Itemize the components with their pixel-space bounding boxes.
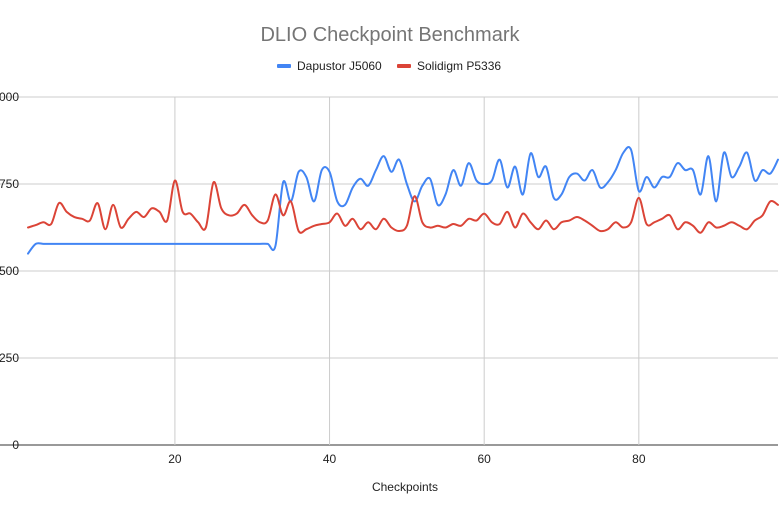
x-axis-title: Checkpoints [372,480,438,494]
x-tick-label: 80 [632,452,646,466]
legend-label: Solidigm P5336 [417,59,501,73]
y-axis-ticks: 0 250 500 750 1000 [0,90,19,452]
legend-label: Dapustor J5060 [297,59,382,73]
x-tick-label: 60 [478,452,492,466]
series-line-1 [27,146,779,255]
x-tick-label: 20 [168,452,182,466]
y-tick-label: 1000 [0,90,19,104]
y-tick-label: 750 [0,177,19,191]
gridlines [0,96,778,446]
y-tick-label: 500 [0,264,19,278]
x-tick-label: 40 [323,452,337,466]
y-tick-label: 0 [12,438,19,452]
series-lines [27,146,779,255]
y-tick-label: 250 [0,351,19,365]
chart-title: DLIO Checkpoint Benchmark [260,24,520,46]
legend-swatch [277,64,291,68]
legend: Dapustor J5060 Solidigm P5336 [277,59,501,73]
series-line-2 [27,179,779,234]
legend-swatch [397,64,411,68]
x-axis-ticks: 20 40 60 80 [168,452,646,466]
